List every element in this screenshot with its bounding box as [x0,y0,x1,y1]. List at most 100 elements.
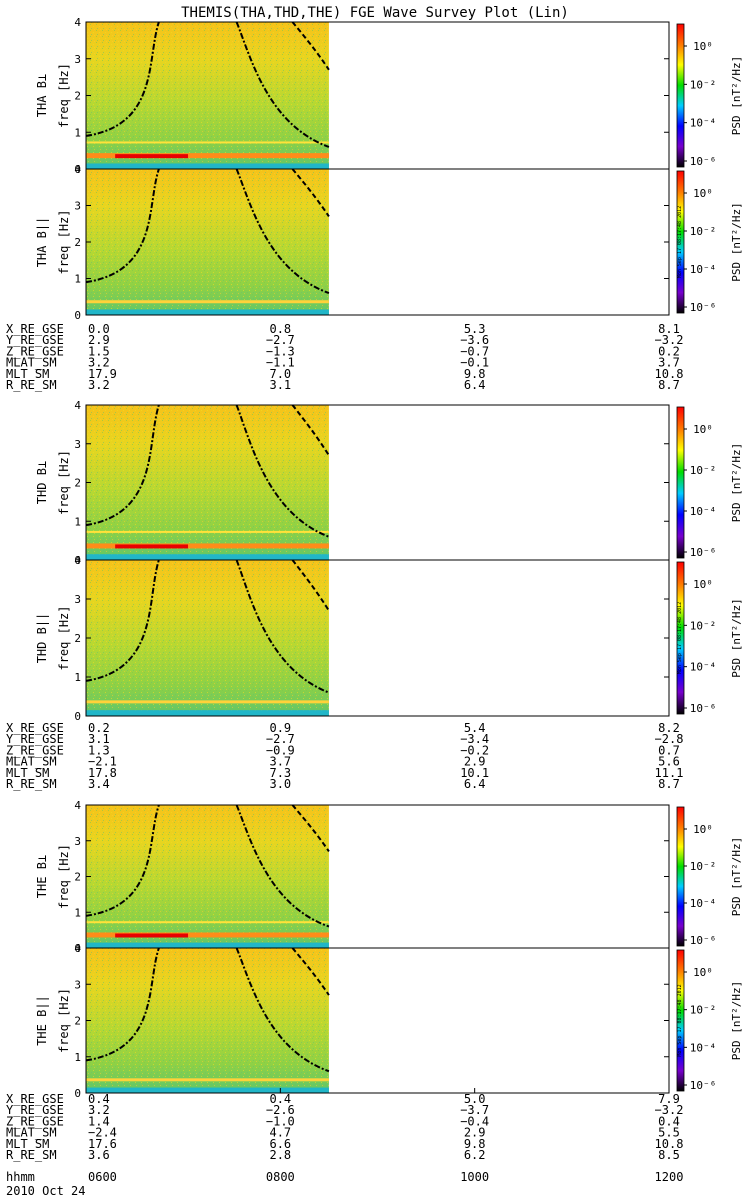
y-tick-label: 0 [74,163,81,176]
y-tick-label: 4 [74,163,81,176]
ephemeris-value: 8.5 [658,1148,680,1162]
y-tick-label: 1 [74,906,81,919]
ephemeris-value: −2.4 [88,1126,117,1140]
spectrogram-texture [86,405,329,560]
spectrogram-texture [86,560,329,716]
cyclotron-curve-right [235,404,330,538]
y-axis-label: freq [Hz] [57,605,71,670]
wave-band-upper [86,921,329,924]
spectrogram-panel-thd-parallel: 0 1 2 3 4 THD B|| freq [Hz] 10⁰ 10⁻² 10⁻⁴ 10⁻⁶ PSD … [35,554,743,723]
colorbar-tick-label: 10⁻² [690,860,717,873]
spectrogram-panel-the-parallel: 0 1 2 3 4 THE B|| freq [Hz] 10⁰ 10⁻² 10⁻⁴ 10⁻⁶ PSD … [35,942,743,1100]
ephemeris-value: 0.4 [269,1092,291,1106]
panel-label: THA B⊥ [35,74,49,117]
ephemeris-value: 0.4 [88,1092,110,1106]
colorbar-tick-label: 10⁻⁴ [690,897,717,910]
ephemeris-value: 3.2 [88,1103,110,1117]
y-tick-label: 2 [74,236,81,249]
x-tick-label: 1000 [460,1170,489,1184]
spectrogram-panel-tha-parallel: 0 1 2 3 4 THA B|| freq [Hz] 10⁰ 10⁻² 10⁻⁴ 10⁻⁶ PSD … [35,163,743,322]
wave-band-peak [115,933,189,938]
low-frequency-band [86,710,329,716]
wave-band [86,543,329,549]
panel-label: THA B|| [35,217,49,268]
ephemeris-value: 3.1 [269,378,291,392]
cyclotron-curve-harmonic [291,559,330,612]
ephemeris-value: −0.2 [460,743,489,757]
cyclotron-curve-left [85,168,160,284]
y-tick-label: 3 [74,593,81,606]
cyclotron-curve-harmonic [291,168,330,218]
wave-band [86,700,329,704]
ephemeris-value: −2.7 [266,333,295,347]
y-tick-label: 2 [74,1015,81,1028]
x-axis-date: 2010 Oct 24 [6,1184,85,1198]
ephemeris-value: −2.7 [266,732,295,746]
wave-band-upper [86,141,329,144]
ephemeris-row-label: X_RE_GSE [6,721,64,735]
y-axis-label: freq [Hz] [57,844,71,909]
low-frequency-band [86,1087,329,1093]
y-tick-label: 3 [74,438,81,451]
y-axis-label: freq [Hz] [57,450,71,515]
ephemeris-value: 1.5 [88,344,110,358]
y-tick-label: 4 [74,554,81,567]
ephemeris-value: 10.8 [655,367,684,381]
wave-band-upper [86,530,329,533]
colorbar-tick-label: 10⁻⁴ [690,263,717,276]
y-tick-label: 4 [74,399,81,412]
cyclotron-curve-right [235,21,330,148]
ephemeris-value: 10.1 [460,766,489,780]
colorbar-tick-label: 10⁰ [693,40,713,53]
ephemeris-value: −0.7 [460,344,489,358]
ephemeris-value: −1.3 [266,344,295,358]
y-tick-label: 3 [74,978,81,991]
ephemeris-value: 3.7 [658,356,680,370]
y-tick-label: 4 [74,799,81,812]
y-tick-label: 1 [74,126,81,139]
y-tick-label: 2 [74,477,81,490]
ephemeris-row-label: Z_RE_GSE [6,344,64,358]
colorbar-label: PSD [nT²/Hz] [730,443,743,522]
low-frequency-band [86,163,329,169]
cyclotron-curve-harmonic [291,404,330,456]
ephemeris-value: 6.4 [464,378,486,392]
y-axis-label: freq [Hz] [57,63,71,128]
ephemeris-value: 0.2 [88,721,110,735]
wave-band [86,1078,329,1082]
cyclotron-curve-right [235,168,330,295]
plot-title: THEMIS(THA,THD,THE) FGE Wave Survey Plot… [181,5,569,21]
spectrogram-texture [86,169,329,315]
ephemeris-value: 5.4 [464,721,486,735]
colorbar [676,170,685,314]
ephemeris-value: 9.8 [464,1137,486,1151]
panel-label: THE B|| [35,995,49,1046]
low-frequency-band [86,554,329,560]
colorbar-tick-label: 10⁻² [690,464,717,477]
colorbar-tick-label: 10⁰ [693,578,713,591]
timestamp-stamp: Mon Sep 17 08:17:48 2012 [677,206,683,278]
cyclotron-curve-right [235,559,330,694]
ephemeris-value: 4.7 [269,1126,291,1140]
spectrogram-texture [86,805,329,948]
colorbar-label: PSD [nT²/Hz] [730,202,743,281]
ephemeris-value: 3.4 [88,777,110,791]
x-tick-label: 0600 [88,1170,117,1184]
ephemeris-value: −3.2 [655,333,684,347]
ephemeris-value: −0.9 [266,743,295,757]
y-tick-label: 3 [74,53,81,66]
wave-band [86,300,329,304]
wave-band [86,153,329,159]
y-tick-label: 1 [74,515,81,528]
colorbar-tick-label: 10⁻⁶ [690,155,717,168]
colorbar-tick-label: 10⁻⁶ [690,1079,717,1092]
spectrogram-panel-tha-perpendicular: 0 1 2 3 4 THA B⊥ freq [Hz] 10⁰ 10⁻² 10⁻⁴ 10⁻⁶ PSD [… [35,16,743,176]
ephemeris-value: 2.8 [269,1148,291,1162]
ephemeris-row-label: MLAT_SM [6,1126,57,1140]
ephemeris-value: 10.8 [655,1137,684,1151]
ephemeris-table-thd: X_RE_GSE 0.2 0.9 5.4 8.2Y_RE_GSE 3.1 −2.7 −3.4−… [6,721,683,791]
y-tick-label: 0 [74,309,81,322]
ephemeris-row-label: MLT_SM [6,367,49,381]
y-tick-label: 2 [74,871,81,884]
